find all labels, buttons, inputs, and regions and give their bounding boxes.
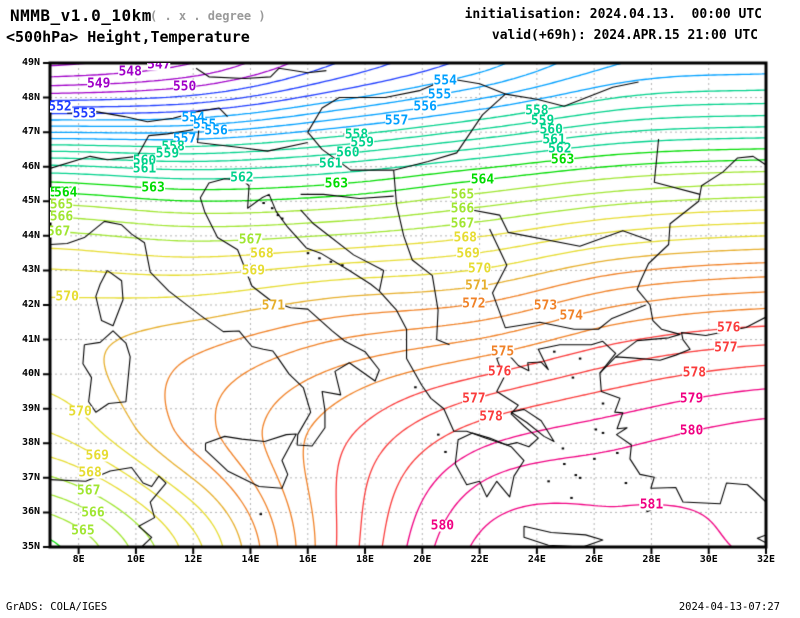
contour-value-label: 574 <box>559 308 583 324</box>
contour-value-label: 552 <box>50 99 72 115</box>
contour-value-label: 578 <box>479 409 503 425</box>
contour-value-label: 577 <box>714 340 738 356</box>
contour-value-label: 560 <box>539 122 563 138</box>
lon-axis-label: 12E <box>184 554 203 565</box>
lon-axis-label: 30E <box>699 554 718 565</box>
lon-axis-label: 26E <box>585 554 604 565</box>
lat-axis-label: 45N <box>21 195 40 207</box>
contour-value-label: 563 <box>550 152 575 168</box>
contour-value-label: 576 <box>487 364 512 380</box>
contour-value-label: 566 <box>81 505 105 521</box>
contour-value-label: 549 <box>86 76 111 92</box>
contour-value-label: 568 <box>250 246 274 262</box>
contour-value-label: 576 <box>717 320 741 336</box>
lat-axis-label: 42N <box>21 299 40 310</box>
contour-value-label: 550 <box>172 79 197 95</box>
contour-value-label: 548 <box>118 64 142 80</box>
contour-value-label: 556 <box>204 123 228 139</box>
contour-value-label: 559 <box>155 146 180 162</box>
contour-value-label: 567 <box>238 232 263 248</box>
contour-value-label: 575 <box>490 344 515 360</box>
contour-value-label: 565 <box>450 187 475 203</box>
contour-value-label: 556 <box>413 99 437 115</box>
contour-value-label: 564 <box>54 185 78 201</box>
contour-value-label: 560 <box>336 145 360 161</box>
contour-value-label: 579 <box>679 391 704 407</box>
contour-value-label: 559 <box>530 113 555 128</box>
contour-value-label: 577 <box>462 391 486 407</box>
contour-value-label: 570 <box>467 261 492 277</box>
lon-axis-label: 10E <box>126 554 145 565</box>
creation-timestamp: 2024-04-13-07:27 <box>678 601 780 613</box>
contour-value-label: 565 <box>71 523 95 539</box>
contour-value-label: 564 <box>470 172 495 188</box>
contour-value-label: 567 <box>76 483 101 499</box>
contour-value-label: 573 <box>533 298 558 314</box>
lon-axis-label: 32E <box>756 554 776 565</box>
contour-value-label: 570 <box>55 289 79 305</box>
lat-axis-label: 46N <box>21 160 40 172</box>
contour-value-label: 568 <box>453 230 478 246</box>
lat-axis-label: 47N <box>21 126 40 138</box>
contour-value-label: 558 <box>525 103 549 119</box>
contour-value-label: 566 <box>50 209 74 225</box>
contour-value-label: 567 <box>450 216 475 232</box>
contour-value-label: 569 <box>241 263 266 279</box>
lon-axis-label: 18E <box>356 554 375 565</box>
contour-value-label: 580 <box>679 423 704 439</box>
contour-value-label: 571 <box>261 298 286 314</box>
contour-value-label: 566 <box>450 201 475 217</box>
contour-value-label: 572 <box>462 296 486 312</box>
grads-credit: GrADS: COLA/IGES <box>6 601 108 613</box>
contour-label-layer: 547 548 549 550 552 553 554 554 555 555 556 556 557 5… <box>50 63 766 547</box>
lat-axis-label: 40N <box>21 368 40 380</box>
lat-axis-label: 43N <box>21 264 40 276</box>
lat-axis-label: 48N <box>21 91 40 103</box>
contour-value-label: 554 <box>433 73 457 89</box>
contour-value-label: 581 <box>639 497 664 513</box>
contour-value-label: 553 <box>72 106 97 122</box>
contour-value-label: 561 <box>318 156 343 172</box>
contour-value-label: 563 <box>141 180 165 196</box>
lon-axis-label: 24E <box>527 554 546 565</box>
lon-axis-label: 16E <box>298 554 317 565</box>
contour-value-label: 557 <box>384 113 409 129</box>
contour-value-label: 571 <box>464 278 489 294</box>
contour-value-label: 562 <box>548 141 572 157</box>
lat-axis-label: 39N <box>21 402 40 414</box>
lon-axis-label: 20E <box>413 554 432 565</box>
contour-value-label: 555 <box>427 87 452 103</box>
contour-value-label: 559 <box>350 135 374 151</box>
contour-value-label: 568 <box>78 465 102 481</box>
lat-axis-label: 36N <box>21 506 40 518</box>
contour-value-label: 580 <box>430 518 455 534</box>
lat-axis-label: 35N <box>21 541 40 552</box>
lon-axis-label: 14E <box>241 554 260 565</box>
contour-value-label: 578 <box>682 365 707 381</box>
contour-value-label: 565 <box>50 197 74 213</box>
contour-value-label: 567 <box>50 225 71 238</box>
lon-axis-label: 28E <box>642 554 661 565</box>
lat-axis-label: 37N <box>21 471 40 483</box>
lon-axis-label: 8E <box>72 554 85 565</box>
lat-axis-label: 41N <box>21 333 40 345</box>
contour-value-label: 561 <box>542 132 566 148</box>
lat-axis-label: 49N <box>21 57 40 68</box>
contour-value-label: 569 <box>456 246 480 262</box>
lat-axis-label: 38N <box>21 437 40 449</box>
contour-value-label: 561 <box>132 161 157 177</box>
contour-value-label: 569 <box>85 448 109 464</box>
contour-value-label: 562 <box>230 170 254 186</box>
contour-value-label: 563 <box>324 176 349 192</box>
lon-axis-label: 22E <box>470 554 489 565</box>
lat-axis-label: 44N <box>21 229 40 241</box>
contour-value-label: 547 <box>147 63 171 72</box>
contour-value-label: 570 <box>68 404 92 420</box>
